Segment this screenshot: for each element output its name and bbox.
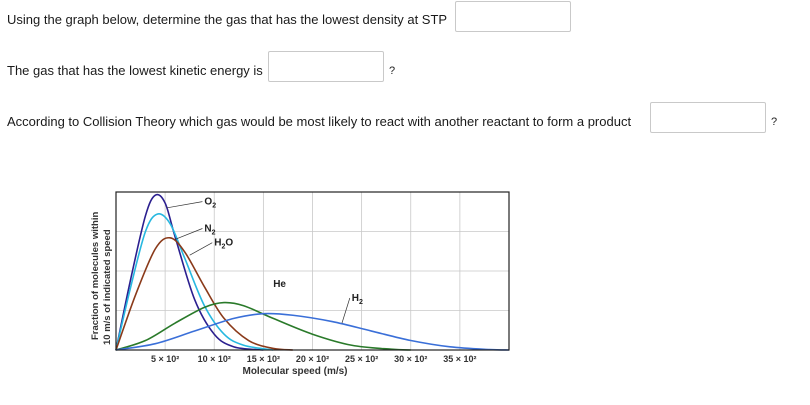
y-axis-label: Fraction of molecules within 10 m/s of i… — [90, 212, 113, 345]
answer-2-suffix: ? — [389, 65, 396, 77]
series-line-h2o — [115, 236, 293, 351]
y-axis-label-line2: 10 m/s of indicated speed — [102, 229, 113, 345]
x-tick-label: 15 × 10² — [247, 354, 280, 364]
answer-1-input[interactable] — [455, 1, 571, 32]
answer-2-input[interactable] — [268, 51, 384, 82]
series-line-h2 — [115, 312, 510, 351]
x-tick-label: 30 × 10² — [394, 354, 427, 364]
series-label-h2o: H2O — [214, 238, 233, 251]
label-leader-n2 — [174, 228, 203, 240]
question-3-text: According to Collision Theory which gas … — [7, 114, 632, 129]
answer-3-suffix: ? — [771, 116, 778, 128]
x-tick-label: 25 × 10² — [345, 354, 378, 364]
x-tick-label: 35 × 10² — [443, 354, 476, 364]
plot-frame — [115, 191, 510, 351]
series-label-n2: N2 — [204, 224, 215, 237]
label-leader-o2 — [167, 201, 203, 209]
y-axis-label-line1: Fraction of molecules within — [90, 212, 101, 340]
series-label-he: He — [273, 279, 286, 290]
label-leader-h2 — [341, 297, 351, 324]
x-tick-label: 5 × 10² — [151, 354, 179, 364]
answer-3-input[interactable] — [650, 102, 766, 133]
series-label-o2: O2 — [204, 197, 216, 210]
x-axis-label: Molecular speed (m/s) — [242, 366, 347, 377]
plot-curves — [115, 193, 510, 351]
x-tick-label: 10 × 10² — [198, 354, 231, 364]
question-2-text: The gas that has the lowest kinetic ener… — [7, 63, 263, 78]
series-label-h2: H2 — [352, 293, 363, 306]
x-tick-labels: 5 × 10² 10 × 10² 15 × 10² 20 × 10² 25 × 10² 3… — [151, 354, 477, 364]
plot-grid — [116, 192, 509, 350]
series-line-n2 — [115, 213, 274, 351]
series-line-o2 — [115, 193, 264, 351]
speed-distribution-chart: Fraction of molecules within 10 m/s of i… — [90, 191, 510, 377]
series-line-he — [115, 301, 411, 351]
x-tick-label: 20 × 10² — [296, 354, 329, 364]
label-leader-h2o — [189, 242, 213, 256]
question-1-text: Using the graph below, determine the gas… — [7, 12, 448, 27]
